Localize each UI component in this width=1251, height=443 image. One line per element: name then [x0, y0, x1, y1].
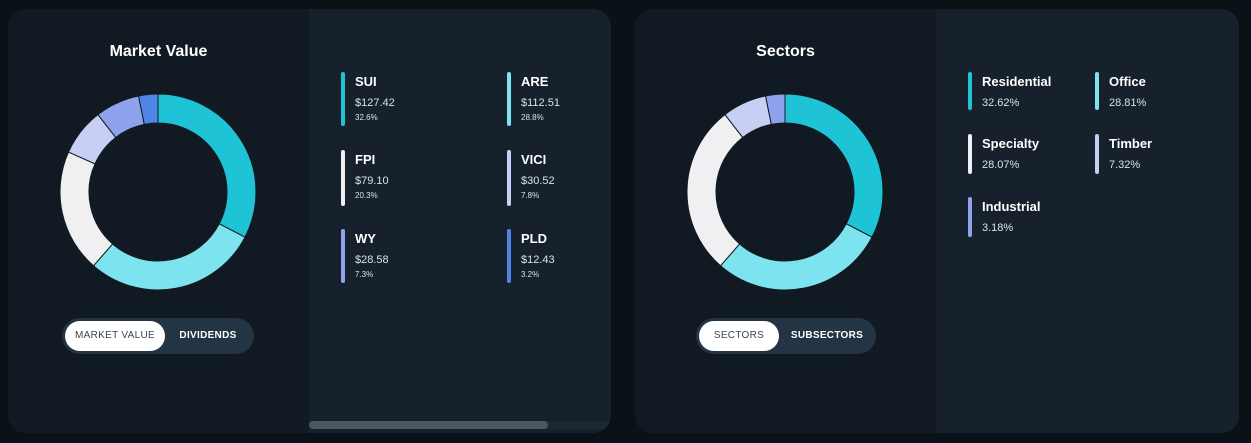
legend-scrollbar-thumb[interactable] [309, 421, 548, 429]
sectors-donut-chart [686, 93, 884, 291]
donut-slice-specialty[interactable] [686, 113, 744, 267]
sectors-legend: Residential 32.62% Office 28.81% Special… [936, 9, 1239, 433]
legend-percent: 28.07% [982, 159, 1020, 171]
legend-color-bar [341, 150, 345, 206]
legend-percent: 7.32% [1109, 159, 1141, 171]
legend-name: Residential [982, 74, 1052, 89]
legend-percent: 7.8% [521, 191, 540, 200]
market-value-legend: SUI $127.42 32.6% ARE $112.51 28.8% FPI … [309, 9, 611, 433]
donut-slice-residential[interactable] [784, 93, 884, 238]
legend-color-bar [507, 72, 511, 126]
legend-color-bar [507, 150, 511, 206]
legend-value: $127.42 [355, 97, 395, 109]
sectors-card: Sectors SECTORS SUBSECTORS Residential 3… [635, 9, 1239, 433]
dividends-toggle-button[interactable]: DIVIDENDS [179, 330, 237, 341]
donut-slice-industrial[interactable] [764, 93, 786, 125]
legend-value: $112.51 [521, 97, 560, 109]
donut-slice-fpi[interactable] [59, 151, 114, 267]
legend-scrollbar-track[interactable] [309, 421, 611, 429]
legend-name: PLD [521, 231, 547, 246]
legend-value: $30.52 [521, 175, 555, 187]
legend-value: $12.43 [521, 254, 555, 266]
legend-percent: 28.81% [1109, 97, 1147, 109]
subsectors-toggle-button[interactable]: SUBSECTORS [790, 330, 864, 341]
legend-color-bar [968, 197, 972, 237]
legend-color-bar [1095, 72, 1099, 110]
legend-percent: 20.3% [355, 191, 378, 200]
legend-name: Specialty [982, 136, 1040, 151]
legend-name: VICI [521, 152, 547, 167]
legend-color-bar [1095, 134, 1099, 174]
sectors-title: Sectors [756, 43, 815, 60]
market-value-title: Market Value [109, 43, 208, 60]
legend-color-bar [341, 72, 345, 126]
market-value-toggle-button[interactable]: MARKET VALUE [65, 321, 165, 351]
market-value-donut-chart [59, 93, 257, 291]
legend-name: WY [355, 231, 376, 246]
legend-percent: 28.8% [521, 113, 544, 122]
donut-slice-are[interactable] [92, 223, 246, 291]
legend-name: Timber [1109, 136, 1153, 151]
legend-name: Industrial [982, 199, 1041, 214]
sectors-toggle: SECTORS SUBSECTORS [696, 318, 876, 354]
legend-value: $28.58 [355, 254, 389, 266]
legend-value: $79.10 [355, 175, 389, 187]
legend-percent: 32.62% [982, 97, 1020, 109]
legend-name: Office [1109, 74, 1146, 89]
donut-slice-pld[interactable] [137, 93, 159, 125]
legend-name: SUI [355, 74, 377, 89]
donut-slice-office[interactable] [719, 223, 873, 291]
sectors-toggle-button[interactable]: SECTORS [699, 321, 779, 351]
legend-percent: 32.6% [355, 113, 378, 122]
donut-slice-sui[interactable] [157, 93, 257, 238]
legend-name: ARE [521, 74, 549, 89]
market-value-toggle: MARKET VALUE DIVIDENDS [62, 318, 254, 354]
legend-percent: 7.3% [355, 270, 374, 279]
sectors-chart-pane: Sectors SECTORS SUBSECTORS [635, 9, 936, 433]
legend-percent: 3.18% [982, 222, 1014, 234]
legend-color-bar [341, 229, 345, 283]
legend-name: FPI [355, 152, 376, 167]
legend-color-bar [968, 134, 972, 174]
market-value-chart-pane: Market Value MARKET VALUE DIVIDENDS [8, 9, 309, 433]
market-value-card: Market Value MARKET VALUE DIVIDENDS SUI … [8, 9, 611, 433]
legend-color-bar [507, 229, 511, 283]
legend-color-bar [968, 72, 972, 110]
legend-percent: 3.2% [521, 270, 540, 279]
